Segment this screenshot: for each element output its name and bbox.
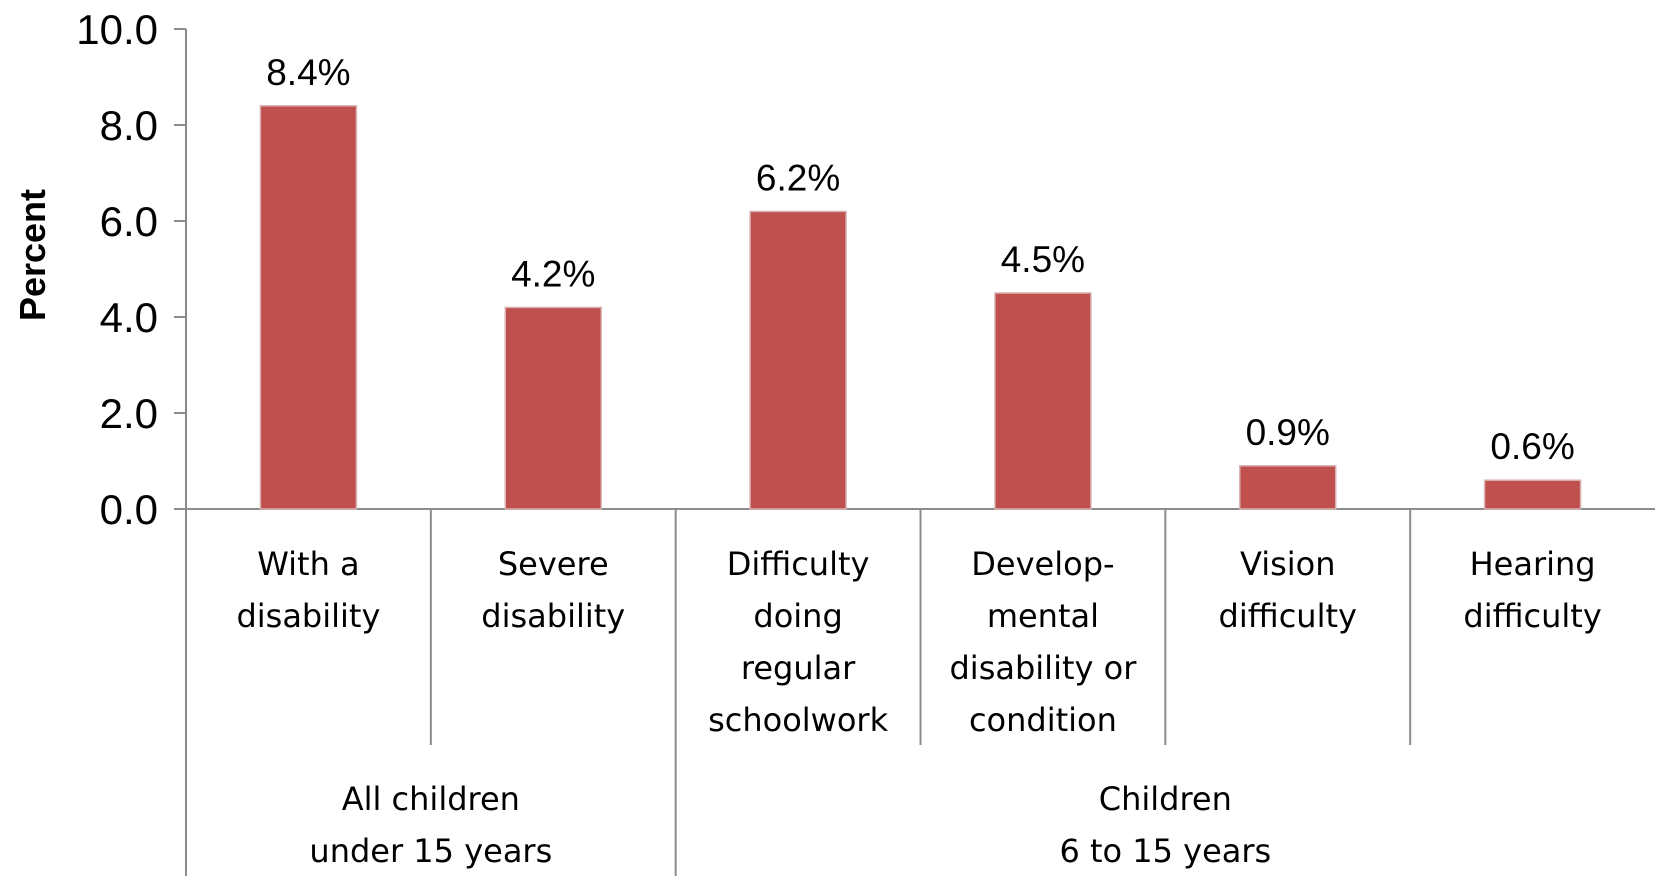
category-label-line: With a xyxy=(257,545,359,583)
category-label-line: Develop- xyxy=(971,545,1114,583)
group-label-line: under 15 years xyxy=(309,832,552,870)
group-label-line: All children xyxy=(342,780,520,818)
category-label-line: schoolwork xyxy=(708,701,889,739)
y-tick-label: 0.0 xyxy=(100,486,158,533)
y-tick-label: 10.0 xyxy=(76,6,158,53)
category-label-line: difficulty xyxy=(1219,597,1357,635)
category-label-line: Vision xyxy=(1240,545,1336,583)
category-label: Develop-mental disability or condition xyxy=(949,545,1137,739)
category-label-line: condition xyxy=(969,701,1117,739)
category-label-line: disability or xyxy=(949,649,1137,687)
bars xyxy=(259,105,1582,510)
category-label-line: mental xyxy=(987,597,1099,635)
category-label-line: Hearing xyxy=(1470,545,1596,583)
y-tick-label: 2.0 xyxy=(100,390,158,437)
category-labels: With a disability Severe disability Difficul… xyxy=(236,545,1601,870)
axes: 0.0 2.0 4.0 6.0 8.0 10.0 xyxy=(76,6,1655,876)
category-label-line: disability xyxy=(481,597,625,635)
data-label: 0.6% xyxy=(1490,426,1574,467)
group-label: Children 6 to 15 years xyxy=(1059,780,1271,870)
bar xyxy=(1483,479,1582,510)
y-tick-label: 6.0 xyxy=(100,198,158,245)
bar xyxy=(1239,465,1337,510)
group-label: All children under 15 years xyxy=(309,780,552,870)
group-label-line: Children xyxy=(1099,780,1232,818)
category-label-line: doing xyxy=(753,597,842,635)
data-label: 6.2% xyxy=(756,157,840,198)
category-label-line: Difficulty xyxy=(727,545,870,583)
category-label-line: difficulty xyxy=(1463,597,1601,635)
data-label: 0.9% xyxy=(1246,412,1330,453)
category-label-line: disability xyxy=(236,597,380,635)
data-label: 8.4% xyxy=(266,52,350,93)
data-label: 4.5% xyxy=(1001,239,1085,280)
category-label: Difficulty doing regular schoolwork xyxy=(708,545,889,739)
category-label: Hearing difficulty xyxy=(1463,545,1601,635)
y-axis-label: Percent xyxy=(12,189,53,321)
bar xyxy=(994,292,1092,510)
data-labels: 8.4% 4.2% 6.2% 4.5% 0.9% 0.6% xyxy=(266,52,1575,467)
bar xyxy=(749,210,847,510)
data-label: 4.2% xyxy=(511,253,595,294)
y-tick-label: 4.0 xyxy=(100,294,158,341)
category-label: With a disability xyxy=(236,545,380,635)
group-label-line: 6 to 15 years xyxy=(1059,832,1271,870)
y-tick-label: 8.0 xyxy=(100,102,158,149)
category-label: Severe disability xyxy=(481,545,625,635)
bar xyxy=(259,105,358,510)
category-label-line: regular xyxy=(741,649,856,687)
category-label-line: Severe xyxy=(498,545,609,583)
category-label: Vision difficulty xyxy=(1219,545,1357,635)
bar xyxy=(504,306,602,510)
